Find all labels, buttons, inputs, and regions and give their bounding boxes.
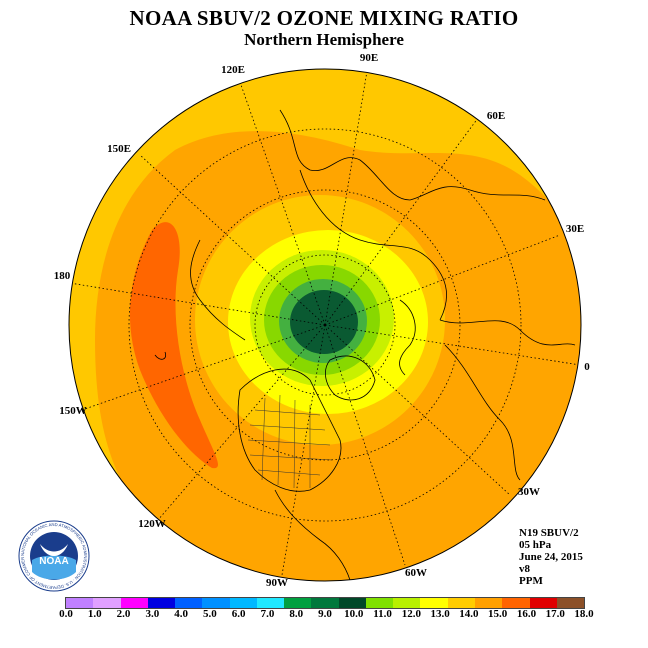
lon-label-30w: 30W — [518, 486, 540, 498]
colorbar-segment — [420, 598, 448, 608]
colorbar-segment — [175, 598, 203, 608]
colorbar-tick-label: 5.0 — [203, 608, 217, 620]
colorbar-tick-label: 1.0 — [87, 608, 102, 620]
lon-label-180: 180 — [54, 270, 71, 282]
info-version: v8 — [519, 563, 530, 575]
lon-label-90e: 90E — [360, 52, 378, 64]
colorbar-segment — [529, 598, 557, 608]
colorbar-tick-label: 12.0 — [401, 608, 421, 620]
lon-label-0: 0 — [584, 361, 590, 373]
us-state-grid — [247, 394, 333, 489]
colorbar-segment — [447, 598, 475, 608]
colorbar-segment — [338, 598, 366, 608]
coastlines — [154, 109, 576, 581]
colorbar-tick-label: 17.0 — [545, 608, 565, 620]
noaa-logo: NOAA NATIONAL OCEANIC AND ATMOSPHERIC AD… — [18, 520, 90, 592]
colorbar-tick-label: 6.0 — [231, 608, 246, 620]
map-subtitle: Northern Hemisphere — [244, 30, 404, 49]
lon-label-30e: 30E — [566, 223, 584, 235]
info-date: June 24, 2015 — [519, 551, 583, 563]
colorbar-tick-label: 9.0 — [318, 608, 332, 620]
colorbar-tick-label: 16.0 — [516, 608, 537, 620]
colorbar-segment — [502, 598, 530, 608]
lon-label-60e: 60E — [487, 110, 505, 122]
colorbar-tick-label: 18.0 — [574, 608, 594, 620]
noaa-logo-text: NOAA — [39, 556, 68, 567]
colorbar-tick-label: 11.0 — [373, 608, 392, 620]
colorbar-segment — [256, 598, 285, 608]
lon-label-150e: 150E — [107, 143, 131, 155]
colorbar-tick-label: 13.0 — [430, 608, 450, 620]
map-title: NOAA SBUV/2 OZONE MIXING RATIO — [129, 6, 519, 30]
map-border — [68, 68, 582, 582]
lon-label-150w: 150W — [59, 405, 87, 417]
colorbar-segment — [229, 598, 257, 608]
colorbar — [65, 597, 585, 609]
colorbar-segment — [556, 598, 585, 608]
lon-label-120w: 120W — [138, 518, 166, 530]
colorbar-segment — [66, 598, 94, 608]
lon-label-120e: 120E — [221, 64, 245, 76]
colorbar-segment — [474, 598, 503, 608]
colorbar-tick-label: 3.0 — [145, 608, 160, 620]
lon-label-60w: 60W — [405, 567, 427, 579]
info-block: N19 SBUV/2 05 hPa June 24, 2015 v8 PPM — [519, 527, 583, 587]
colorbar-tick-label: 10.0 — [344, 608, 364, 620]
colorbar-segment — [202, 598, 230, 608]
colorbar-segment — [120, 598, 148, 608]
graticule — [69, 69, 581, 576]
colorbar-segment — [365, 598, 394, 608]
info-pressure: 05 hPa — [519, 539, 552, 551]
colorbar-tick-label: 2.0 — [116, 608, 131, 620]
band-dark-orange — [129, 222, 219, 469]
colorbar-tick-label: 8.0 — [289, 608, 304, 620]
colorbar-tick-label: 4.0 — [174, 608, 188, 620]
colorbar-segment — [393, 598, 421, 608]
colorbar-tick-label: 15.0 — [488, 608, 508, 620]
colorbar-tick-label: 7.0 — [260, 608, 275, 620]
colorbar-segment — [147, 598, 176, 608]
colorbar-segment — [93, 598, 121, 608]
info-units: PPM — [519, 575, 543, 587]
info-instrument: N19 SBUV/2 — [519, 527, 579, 539]
lon-label-90w: 90W — [266, 577, 288, 589]
colorbar-ticks: 0.0 1.0 2.0 3.0 4.0 5.0 6.0 7.0 8.0 9.0 10.0 11.0 12… — [0, 608, 648, 622]
band-core — [290, 290, 358, 354]
colorbar-segment — [284, 598, 312, 608]
colorbar-tick-label: 0.0 — [59, 608, 73, 620]
colorbar-segment — [311, 598, 339, 608]
colorbar-tick-label: 14.0 — [459, 608, 479, 620]
